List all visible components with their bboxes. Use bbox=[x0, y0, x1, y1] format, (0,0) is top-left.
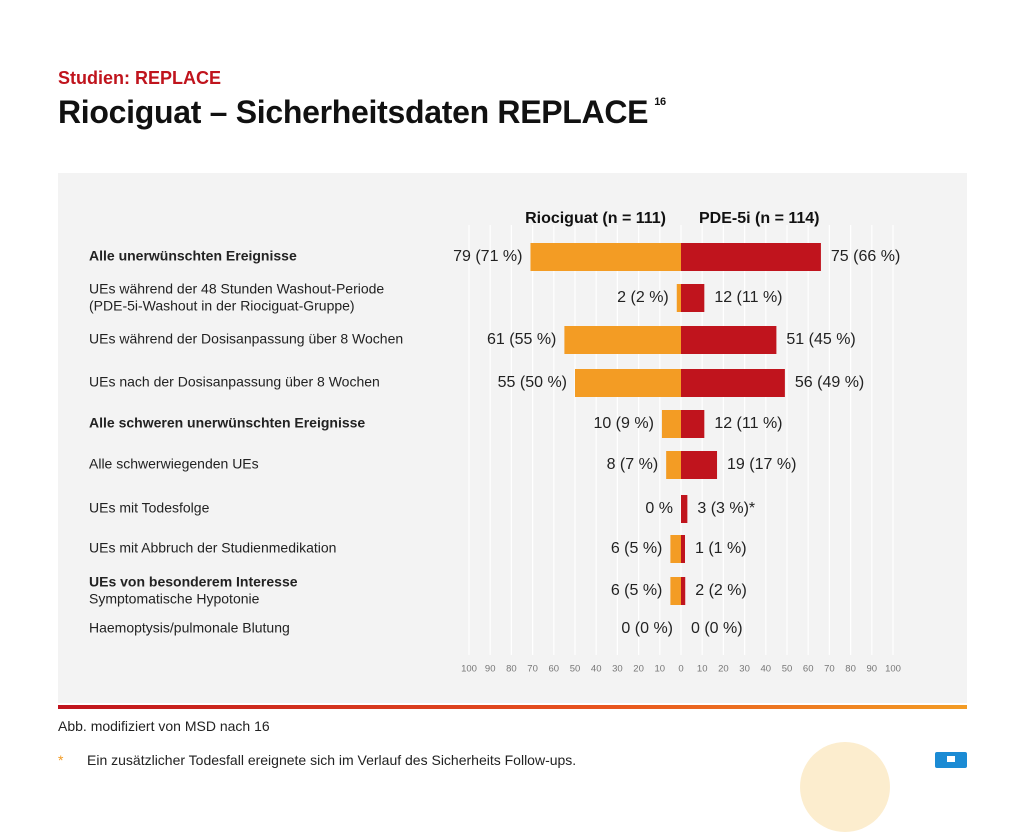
value-label-pde5i: 2 (2 %) bbox=[695, 582, 747, 599]
value-label-pde5i: 56 (49 %) bbox=[795, 374, 864, 391]
presentation-icon[interactable] bbox=[935, 752, 967, 768]
value-label-riociguat: 8 (7 %) bbox=[607, 456, 659, 473]
series-header-riociguat: Riociguat (n = 111) bbox=[525, 210, 666, 227]
value-label-pde5i: 1 (1 %) bbox=[695, 540, 747, 557]
bar-riociguat bbox=[564, 326, 681, 354]
bar-riociguat bbox=[670, 577, 681, 605]
axis-tick-label: 10 bbox=[655, 664, 666, 675]
row-label: UEs von besonderem Interesse bbox=[89, 574, 298, 590]
value-label-pde5i: 12 (11 %) bbox=[714, 415, 782, 432]
value-label-riociguat: 61 (55 %) bbox=[487, 331, 556, 348]
bar-riociguat bbox=[661, 410, 681, 438]
decorative-arc bbox=[800, 742, 890, 832]
axis-tick-label: 80 bbox=[845, 664, 856, 675]
row-label: UEs während der 48 Stunden Washout-Perio… bbox=[89, 281, 384, 297]
value-label-pde5i: 3 (3 %)* bbox=[697, 500, 755, 517]
axis-tick-label: 0 bbox=[678, 664, 683, 675]
axis-tick-label: 20 bbox=[633, 664, 644, 675]
footnote: * Ein zusätzlicher Todesfall ereignete si… bbox=[58, 752, 576, 768]
page-title: Riociguat – Sicherheitsdaten REPLACE 16 bbox=[58, 94, 666, 131]
axis-tick-label: 70 bbox=[527, 664, 538, 675]
value-label-pde5i: 75 (66 %) bbox=[831, 248, 900, 265]
bar-riociguat bbox=[575, 369, 681, 397]
value-label-pde5i: 19 (17 %) bbox=[727, 456, 796, 473]
figure-caption: Abb. modifiziert von MSD nach 16 bbox=[58, 718, 270, 734]
axis-tick-label: 60 bbox=[803, 664, 814, 675]
bar-pde5i bbox=[681, 535, 685, 563]
bar-pde5i bbox=[681, 577, 686, 605]
value-label-riociguat: 6 (5 %) bbox=[611, 540, 663, 557]
bar-pde5i bbox=[681, 369, 785, 397]
bar-pde5i bbox=[681, 284, 705, 312]
value-label-riociguat: 55 (50 %) bbox=[498, 374, 567, 391]
value-label-riociguat: 0 (0 %) bbox=[621, 620, 673, 637]
axis-tick-label: 100 bbox=[885, 664, 901, 675]
axis-tick-label: 20 bbox=[718, 664, 729, 675]
bar-pde5i bbox=[681, 410, 705, 438]
value-label-riociguat: 79 (71 %) bbox=[453, 248, 522, 265]
axis-tick-label: 90 bbox=[485, 664, 496, 675]
value-label-pde5i: 51 (45 %) bbox=[786, 331, 855, 348]
axis-tick-label: 60 bbox=[549, 664, 560, 675]
row-label: Haemoptysis/pulmonale Blutung bbox=[89, 620, 290, 636]
axis-tick-label: 10 bbox=[697, 664, 708, 675]
row-label: (PDE-5i-Washout in der Riociguat-Gruppe) bbox=[89, 298, 355, 314]
axis-tick-label: 100 bbox=[461, 664, 477, 675]
value-label-riociguat: 2 (2 %) bbox=[617, 289, 669, 306]
value-label-pde5i: 0 (0 %) bbox=[691, 620, 743, 637]
row-label: UEs während der Dosisanpassung über 8 Wo… bbox=[89, 331, 403, 347]
value-label-pde5i: 12 (11 %) bbox=[714, 289, 782, 306]
axis-tick-label: 50 bbox=[782, 664, 793, 675]
page-title-text: Riociguat – Sicherheitsdaten REPLACE bbox=[58, 94, 649, 130]
bar-riociguat bbox=[530, 243, 681, 271]
safety-chart: Riociguat (n = 111) PDE-5i (n = 114) Alle … bbox=[89, 210, 901, 675]
bar-pde5i bbox=[681, 451, 718, 479]
value-label-riociguat: 0 % bbox=[645, 500, 673, 517]
axis-tick-label: 70 bbox=[824, 664, 835, 675]
axis-tick-label: 40 bbox=[761, 664, 772, 675]
row-label: Alle schwerwiegenden UEs bbox=[89, 456, 259, 472]
axis-tick-label: 30 bbox=[612, 664, 623, 675]
bar-riociguat bbox=[676, 284, 681, 312]
title-reference: 16 bbox=[654, 96, 666, 109]
bar-pde5i bbox=[681, 326, 777, 354]
bar-pde5i bbox=[681, 495, 688, 523]
divider-rule bbox=[58, 705, 967, 709]
bar-riociguat bbox=[670, 535, 681, 563]
row-label: UEs mit Abbruch der Studienmedikation bbox=[89, 540, 336, 556]
bar-riociguat bbox=[666, 451, 681, 479]
axis-tick-label: 40 bbox=[591, 664, 602, 675]
row-label: Alle unerwünschten Ereignisse bbox=[89, 248, 297, 264]
value-label-riociguat: 6 (5 %) bbox=[611, 582, 663, 599]
footnote-marker: * bbox=[58, 752, 64, 768]
bar-pde5i bbox=[681, 243, 821, 271]
row-label: UEs nach der Dosisanpassung über 8 Woche… bbox=[89, 374, 380, 390]
axis-tick-label: 50 bbox=[570, 664, 581, 675]
row-label: UEs mit Todesfolge bbox=[89, 500, 210, 516]
axis-tick-label: 30 bbox=[739, 664, 750, 675]
axis-tick-label: 80 bbox=[506, 664, 517, 675]
chart-panel: Riociguat (n = 111) PDE-5i (n = 114) Alle … bbox=[58, 173, 967, 703]
series-header-pde5i: PDE-5i (n = 114) bbox=[699, 210, 820, 227]
footnote-text: Ein zusätzlicher Todesfall ereignete sic… bbox=[87, 752, 577, 768]
value-label-riociguat: 10 (9 %) bbox=[593, 415, 653, 432]
section-label: Studien: REPLACE bbox=[58, 68, 222, 88]
row-label: Alle schweren unerwünschten Ereignisse bbox=[89, 415, 365, 431]
axis-tick-label: 90 bbox=[867, 664, 878, 675]
row-label: Symptomatische Hypotonie bbox=[89, 591, 260, 607]
